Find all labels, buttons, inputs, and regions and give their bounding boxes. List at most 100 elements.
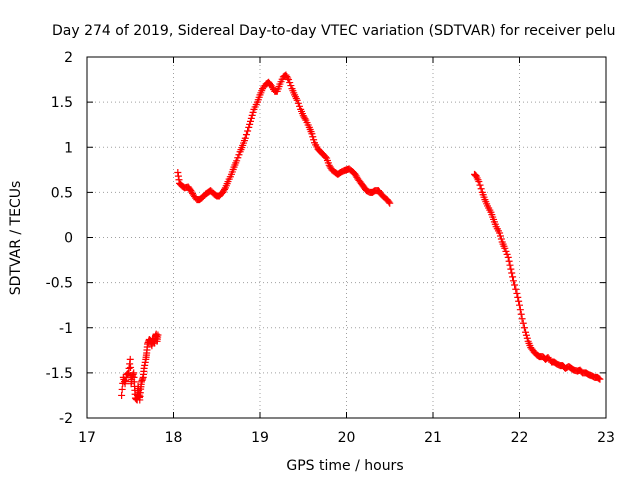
data-point bbox=[221, 185, 229, 193]
x-tick-label: 23 bbox=[597, 430, 615, 446]
data-point bbox=[296, 102, 304, 110]
data-point bbox=[283, 73, 291, 81]
data-point bbox=[187, 187, 195, 195]
data-point bbox=[118, 391, 126, 399]
y-tick-label: -2 bbox=[59, 411, 73, 427]
data-point bbox=[308, 130, 316, 138]
data-point bbox=[507, 265, 515, 273]
data-point bbox=[244, 127, 252, 135]
data-point bbox=[503, 250, 511, 258]
grid-lines bbox=[87, 57, 606, 418]
data-point bbox=[516, 301, 523, 309]
data-point bbox=[284, 74, 292, 82]
data-point bbox=[310, 136, 318, 144]
data-point bbox=[249, 108, 257, 116]
data-point bbox=[325, 161, 333, 169]
data-point bbox=[501, 244, 509, 252]
y-tick-label: -1 bbox=[59, 321, 73, 337]
data-point bbox=[235, 151, 243, 159]
axis-ticks: 17 18 19 20 21 22 23 -2 -1.5 -1 -0.5 0 0.5 1 1.5 2 bbox=[46, 50, 615, 446]
data-point bbox=[301, 115, 309, 123]
data-point bbox=[220, 187, 228, 195]
y-tick-label: -0.5 bbox=[46, 276, 73, 292]
data-point bbox=[309, 133, 317, 141]
data-point bbox=[594, 374, 602, 382]
x-tick-label: 17 bbox=[78, 430, 96, 446]
y-tick-label: 0.5 bbox=[51, 185, 73, 201]
data-point bbox=[219, 188, 227, 196]
data-point bbox=[294, 99, 302, 107]
y-tick-label: 1 bbox=[64, 140, 73, 156]
chart-title: Day 274 of 2019, Sidereal Day-to-day VTE… bbox=[52, 23, 615, 39]
data-point bbox=[233, 157, 241, 165]
y-tick-label: 1.5 bbox=[51, 95, 73, 111]
data-point bbox=[497, 235, 505, 243]
data-point bbox=[523, 334, 531, 342]
data-point bbox=[247, 114, 255, 122]
x-tick-label: 22 bbox=[511, 430, 529, 446]
data-point bbox=[246, 120, 254, 128]
data-point bbox=[522, 328, 530, 336]
x-tick-label: 18 bbox=[165, 430, 183, 446]
data-point bbox=[246, 117, 254, 125]
data-point bbox=[245, 123, 253, 131]
data-point bbox=[513, 289, 521, 297]
data-point bbox=[505, 257, 513, 265]
x-tick-label: 19 bbox=[251, 430, 269, 446]
data-point bbox=[300, 113, 308, 121]
data-point bbox=[282, 71, 290, 79]
data-point bbox=[509, 273, 517, 281]
y-tick-label: 0 bbox=[64, 231, 73, 247]
data-point bbox=[241, 134, 249, 142]
data-point bbox=[496, 229, 504, 237]
data-point bbox=[293, 96, 301, 104]
data-point bbox=[248, 111, 256, 119]
data-point bbox=[386, 199, 394, 207]
data-point bbox=[517, 310, 525, 318]
data-point bbox=[520, 324, 528, 332]
data-point bbox=[352, 172, 360, 180]
x-axis-label: GPS time / hours bbox=[286, 458, 403, 474]
data-point bbox=[285, 76, 293, 84]
data-point bbox=[516, 306, 524, 314]
y-axis-label: SDTVAR / TECUs bbox=[8, 181, 24, 296]
data-point bbox=[351, 170, 359, 178]
data-point bbox=[234, 154, 242, 162]
data-point bbox=[299, 112, 307, 120]
data-point bbox=[154, 331, 162, 339]
data-point bbox=[522, 331, 530, 339]
x-tick-label: 21 bbox=[424, 430, 442, 446]
x-tick-label: 20 bbox=[338, 430, 356, 446]
y-tick-label: -1.5 bbox=[46, 366, 73, 382]
data-point bbox=[477, 185, 485, 193]
data-point bbox=[242, 131, 250, 139]
y-tick-label: 2 bbox=[64, 50, 73, 66]
data-point bbox=[596, 375, 604, 383]
data-point bbox=[504, 253, 512, 261]
data-point bbox=[518, 315, 526, 323]
data-point bbox=[506, 261, 514, 269]
data-point bbox=[595, 375, 603, 383]
data-point bbox=[188, 188, 196, 196]
data-point bbox=[512, 285, 520, 293]
data-point bbox=[509, 277, 517, 285]
data-point bbox=[514, 293, 522, 301]
data-point bbox=[286, 79, 294, 87]
data-point bbox=[511, 281, 519, 289]
data-point bbox=[508, 269, 516, 277]
data-point bbox=[385, 198, 393, 206]
data-point bbox=[126, 355, 134, 363]
data-point bbox=[496, 232, 504, 240]
data-point bbox=[287, 82, 295, 90]
data-point bbox=[519, 319, 527, 327]
data-point bbox=[321, 153, 329, 161]
data-point bbox=[118, 385, 126, 393]
data-point bbox=[475, 178, 483, 186]
data-point bbox=[502, 247, 510, 255]
data-point bbox=[515, 297, 523, 305]
data-point bbox=[326, 163, 334, 171]
data-points bbox=[118, 71, 604, 404]
data-point bbox=[476, 181, 484, 189]
